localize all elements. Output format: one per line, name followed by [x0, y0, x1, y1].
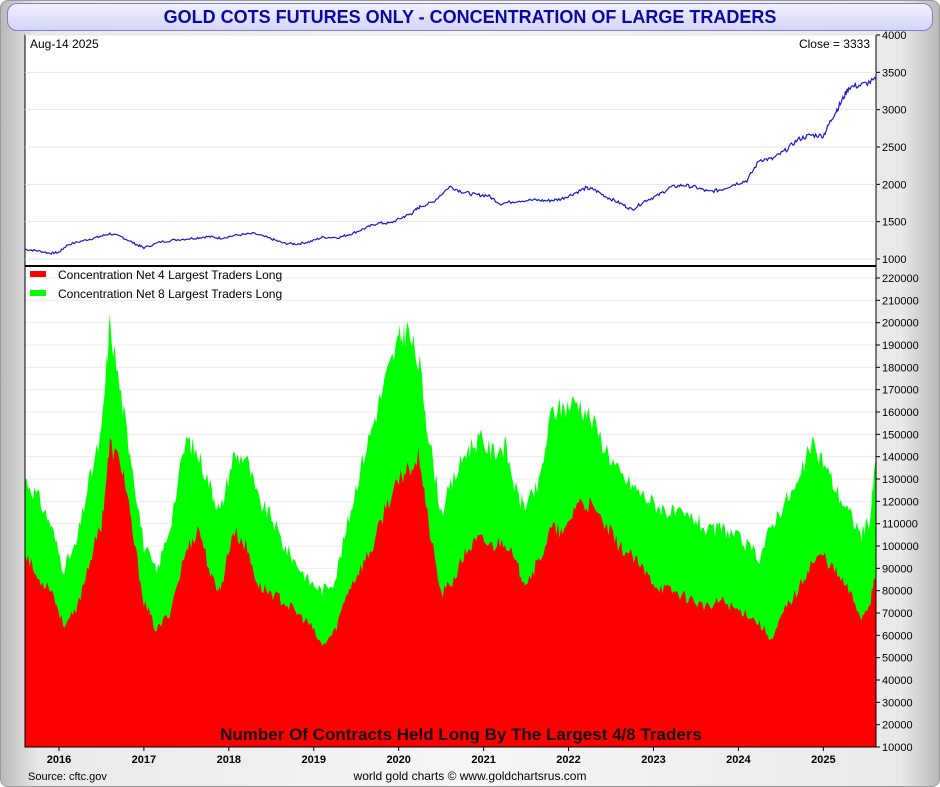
gold-price-line: [25, 76, 877, 255]
price-tick-label: 2000: [882, 179, 906, 191]
price-axis: 1000 1500 2000 2500 3000 3500 4000: [876, 30, 906, 266]
concentration-tick-label: 70000: [882, 608, 913, 620]
price-tick-label: 2500: [882, 142, 906, 154]
year-label: 2020: [386, 754, 410, 766]
price-tick-label: 4000: [882, 30, 906, 42]
year-label: 2022: [556, 754, 580, 766]
concentration-tick-label: 150000: [882, 429, 919, 441]
close-label: Close = 3333: [799, 37, 870, 51]
title-bar: GOLD COTS FUTURES ONLY - CONCENTRATION O…: [7, 3, 933, 31]
year-label: 2023: [641, 754, 665, 766]
concentration-tick-label: 220000: [882, 273, 919, 285]
credit-note: world gold charts © www.goldchartsrus.co…: [353, 769, 587, 783]
year-label: 2025: [811, 754, 835, 766]
chart-title: GOLD COTS FUTURES ONLY - CONCENTRATION O…: [163, 6, 777, 27]
legend-label-4: Concentration Net 4 Largest Traders Long: [58, 268, 282, 282]
year-axis: 2016 2017 2018 2019 2020 2021 2022 2023 2024 2025: [47, 747, 836, 766]
concentration-tick-label: 140000: [882, 452, 919, 464]
legend-swatch-8: [30, 290, 46, 296]
concentration-tick-label: 110000: [882, 519, 918, 531]
year-label: 2018: [217, 754, 241, 766]
concentration-tick-label: 130000: [882, 474, 919, 486]
concentration-caption: Number Of Contracts Held Long By The Lar…: [220, 725, 702, 744]
year-label: 2016: [47, 754, 71, 766]
concentration-tick-label: 190000: [882, 340, 919, 352]
concentration-tick-label: 60000: [882, 630, 913, 642]
price-tick-label: 3500: [882, 67, 906, 79]
legend-swatch-4: [30, 271, 46, 277]
date-label: Aug-14 2025: [30, 37, 99, 51]
concentration-axis: 10000 20000 30000 40000 50000 60000 70000 80000…: [876, 273, 919, 754]
concentration-tick-label: 50000: [882, 653, 913, 665]
concentration-tick-label: 200000: [882, 318, 919, 330]
concentration-tick-label: 80000: [882, 586, 913, 598]
concentration-tick-label: 170000: [882, 385, 919, 397]
year-label: 2021: [471, 754, 495, 766]
price-tick-label: 1000: [882, 254, 906, 266]
price-panel: [24, 34, 877, 267]
year-label: 2019: [302, 754, 326, 766]
concentration-tick-label: 30000: [882, 697, 913, 709]
price-tick-label: 1500: [882, 217, 906, 229]
legend-label-8: Concentration Net 8 Largest Traders Long: [58, 287, 282, 301]
concentration-tick-label: 40000: [882, 675, 913, 687]
concentration-tick-label: 20000: [882, 720, 913, 732]
concentration-tick-label: 210000: [882, 295, 919, 307]
concentration-tick-label: 10000: [882, 742, 913, 754]
concentration-tick-label: 90000: [882, 563, 913, 575]
concentration-border: [24, 265, 877, 748]
year-label: 2017: [132, 754, 156, 766]
area-4-largest: [25, 437, 876, 747]
concentration-tick-label: 160000: [882, 407, 919, 419]
source-note: Source: cftc.gov: [28, 771, 107, 783]
year-label: 2024: [726, 754, 751, 766]
concentration-tick-label: 100000: [882, 541, 919, 553]
price-tick-label: 3000: [882, 105, 906, 117]
concentration-tick-label: 180000: [882, 362, 919, 374]
concentration-tick-label: 120000: [882, 496, 919, 508]
